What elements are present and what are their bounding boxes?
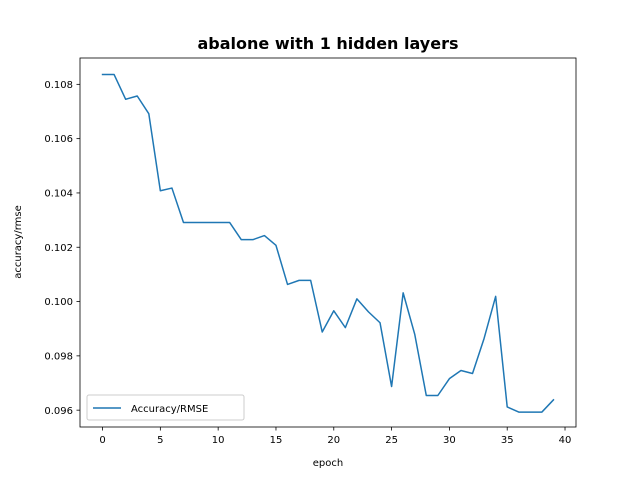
- x-tick-label: 40: [559, 435, 572, 446]
- x-tick-label: 10: [212, 435, 225, 446]
- x-axis-label: epoch: [313, 458, 343, 469]
- y-tick-label: 0.100: [44, 297, 73, 308]
- legend-label: Accuracy/RMSE: [131, 404, 208, 415]
- chart-title: abalone with 1 hidden layers: [198, 34, 459, 53]
- axes-frame: [79, 57, 577, 428]
- y-tick-label: 0.096: [44, 406, 73, 417]
- y-tick-label: 0.102: [44, 243, 73, 254]
- y-tick-label: 0.108: [44, 80, 73, 91]
- legend-box: [86, 394, 245, 421]
- y-axis-label: accuracy/rmse: [13, 205, 24, 279]
- x-tick-label: 15: [270, 435, 283, 446]
- x-tick-label: 20: [327, 435, 340, 446]
- y-tick-label: 0.104: [44, 189, 73, 200]
- x-tick-label: 5: [157, 435, 163, 446]
- x-tick-label: 35: [501, 435, 514, 446]
- y-tick-label: 0.106: [44, 134, 73, 145]
- x-tick-label: 30: [443, 435, 456, 446]
- legend: Accuracy/RMSE: [86, 394, 245, 421]
- plot-area: 0 5 10 15 20 25 30 35 40 0.096 0.098 0.100 0.102 0.10…: [44, 57, 577, 446]
- y-tick-label: 0.098: [44, 351, 73, 362]
- series-line-0: [101, 73, 555, 413]
- x-tick-label: 25: [385, 435, 398, 446]
- x-tick-label: 0: [99, 435, 105, 446]
